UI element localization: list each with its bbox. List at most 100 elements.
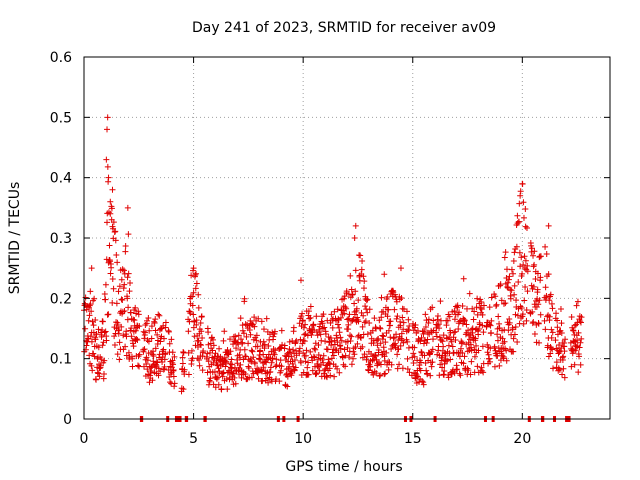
data-point xyxy=(331,308,338,315)
data-point xyxy=(514,212,521,219)
data-point xyxy=(405,327,412,334)
data-point xyxy=(576,344,583,351)
data-point xyxy=(251,360,258,367)
data-point xyxy=(396,361,403,368)
data-point xyxy=(355,297,362,304)
data-point xyxy=(269,355,276,362)
data-point xyxy=(251,323,258,330)
data-point xyxy=(246,326,253,333)
data-point xyxy=(521,253,528,260)
data-point xyxy=(156,312,163,319)
data-point xyxy=(410,350,417,357)
data-point xyxy=(336,324,343,331)
data-point xyxy=(125,270,132,277)
data-point xyxy=(111,229,118,236)
data-point xyxy=(364,296,371,303)
data-point xyxy=(382,370,389,377)
data-point xyxy=(198,328,205,335)
data-point xyxy=(404,366,411,373)
data-point xyxy=(134,337,141,344)
data-point xyxy=(522,206,529,213)
x-tick-label: 15 xyxy=(404,431,422,447)
data-point xyxy=(121,307,128,314)
data-point xyxy=(187,310,194,317)
data-point xyxy=(120,332,127,339)
data-point xyxy=(159,359,166,366)
data-point xyxy=(161,363,168,370)
data-point xyxy=(302,321,309,328)
data-point xyxy=(359,354,366,361)
data-point xyxy=(212,384,219,391)
data-point xyxy=(424,371,431,378)
data-point xyxy=(87,288,94,295)
data-point xyxy=(151,363,158,370)
data-point xyxy=(429,359,436,366)
data-point xyxy=(278,327,285,334)
data-point xyxy=(548,326,555,333)
data-point xyxy=(311,354,318,361)
data-point xyxy=(315,351,322,358)
data-point xyxy=(459,320,466,327)
data-point xyxy=(475,347,482,354)
data-point xyxy=(96,373,103,380)
data-point xyxy=(502,249,509,256)
data-point xyxy=(225,351,232,358)
data-point xyxy=(101,357,108,364)
data-point xyxy=(120,285,127,292)
data-point xyxy=(385,306,392,313)
data-point xyxy=(514,339,521,346)
data-point xyxy=(375,347,382,354)
data-point xyxy=(160,346,167,353)
data-point xyxy=(471,353,478,360)
data-point xyxy=(109,299,116,306)
data-point xyxy=(93,330,100,337)
data-point xyxy=(381,371,388,378)
data-point xyxy=(438,337,445,344)
data-point xyxy=(422,311,429,318)
data-point xyxy=(447,329,454,336)
data-point xyxy=(536,297,543,304)
data-point xyxy=(404,355,411,362)
data-point xyxy=(97,362,104,369)
data-point xyxy=(429,346,436,353)
data-point xyxy=(480,302,487,309)
data-point xyxy=(474,363,481,370)
data-point xyxy=(270,333,277,340)
data-point xyxy=(148,335,155,342)
data-point xyxy=(250,354,257,361)
data-point xyxy=(531,248,538,255)
data-point xyxy=(423,339,430,346)
data-point xyxy=(118,276,125,283)
data-point xyxy=(115,288,122,295)
data-point xyxy=(347,332,354,339)
data-point xyxy=(161,356,168,363)
data-point xyxy=(316,367,323,374)
data-point xyxy=(272,347,279,354)
data-point xyxy=(399,314,406,321)
data-point xyxy=(318,337,325,344)
data-point xyxy=(494,331,501,338)
data-point xyxy=(325,360,332,367)
data-point xyxy=(328,338,335,345)
data-point xyxy=(344,344,351,351)
data-point xyxy=(372,353,379,360)
data-point xyxy=(110,219,117,226)
data-point xyxy=(230,369,237,376)
data-point xyxy=(359,323,366,330)
data-point xyxy=(334,365,341,372)
data-point xyxy=(433,329,440,336)
data-point xyxy=(236,371,243,378)
data-point xyxy=(400,319,407,326)
data-point xyxy=(114,259,121,266)
data-point xyxy=(157,368,164,375)
data-point xyxy=(448,371,455,378)
data-point xyxy=(265,379,272,386)
data-point xyxy=(511,291,518,298)
data-point xyxy=(385,366,392,373)
data-point xyxy=(195,304,202,311)
data-point xyxy=(87,333,94,340)
data-point xyxy=(116,356,123,363)
data-point xyxy=(510,270,517,277)
data-point xyxy=(384,293,391,300)
data-point xyxy=(263,315,270,322)
